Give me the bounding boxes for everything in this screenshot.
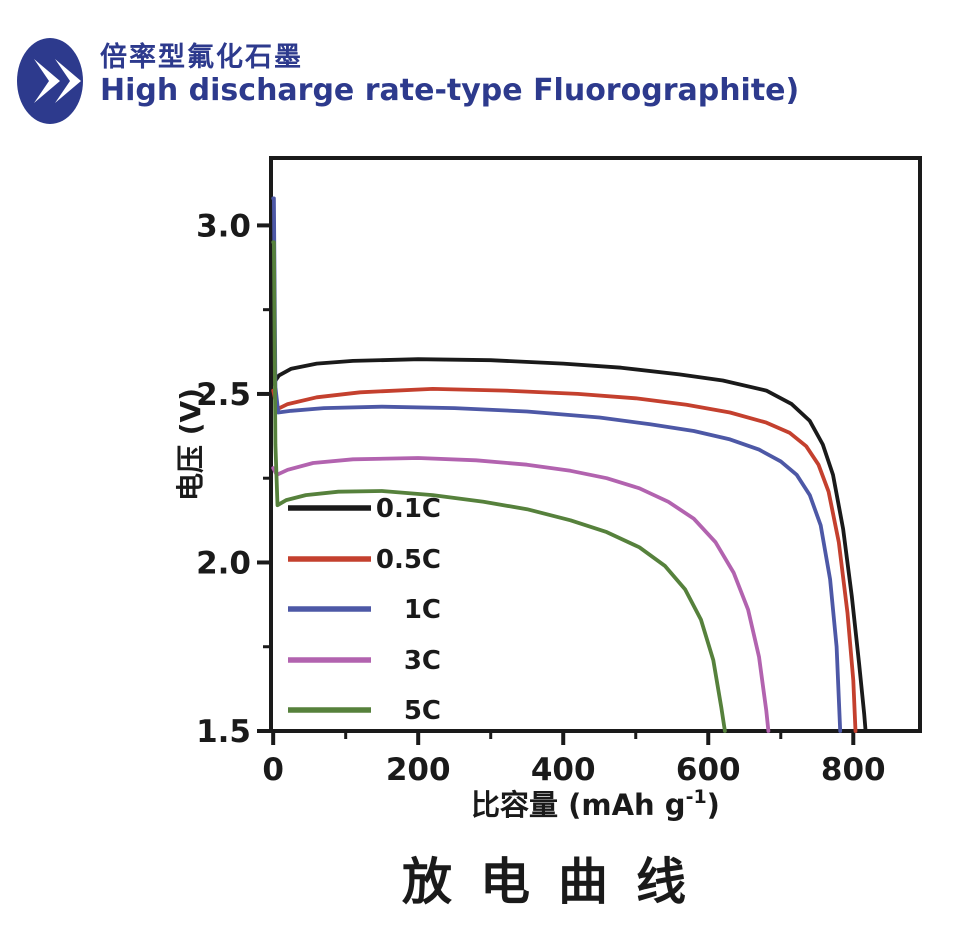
x-tick-label: 200	[386, 752, 451, 788]
legend-item-0.5C: 0.5C	[288, 545, 441, 575]
plot-border	[269, 156, 922, 733]
series-line-1C	[271, 196, 843, 733]
y-tick-label: 2.0	[196, 545, 251, 581]
series-line-0.1C	[271, 357, 868, 733]
legend-label: 1C	[404, 595, 441, 625]
y-tick-label: 1.5	[196, 714, 251, 750]
plot-frame	[269, 156, 922, 733]
title-block: 倍率型氟化石墨 High discharge rate-type Fluorog…	[100, 42, 799, 109]
y-axis-label: 电压 (V)	[174, 388, 207, 501]
legend-item-0.1C: 0.1C	[288, 494, 441, 524]
page-title-chinese: 倍率型氟化石墨	[100, 42, 303, 73]
y-tick-label: 2.5	[196, 377, 251, 413]
legend-item-1C: 1C	[288, 595, 441, 625]
axis-ticks: 0 200 400 600 800 1.5 2.0 2.5 3.0	[196, 208, 886, 788]
series-line-0.5C	[271, 386, 858, 733]
figure-caption: 放电曲线	[402, 852, 714, 911]
legend-item-3C: 3C	[288, 646, 441, 676]
series-line-5C	[271, 240, 727, 733]
x-tick-label: 0	[262, 752, 284, 788]
series-line-3C	[271, 456, 771, 733]
series-lines	[271, 196, 868, 733]
legend-label: 0.1C	[376, 494, 441, 524]
header: 倍率型氟化石墨 High discharge rate-type Fluorog…	[0, 0, 960, 140]
legend-label: 0.5C	[376, 545, 441, 575]
x-axis-label: 比容量 (mAh g-1)	[471, 786, 720, 822]
legend-label: 3C	[404, 646, 441, 676]
x-tick-label: 600	[676, 752, 741, 788]
legend-label: 5C	[404, 696, 441, 726]
x-tick-label: 800	[821, 752, 886, 788]
legend-item-5C: 5C	[288, 696, 441, 726]
x-tick-label: 400	[531, 752, 596, 788]
double-chevron-right-icon	[17, 38, 83, 124]
page-title-english: High discharge rate-type Fluorographite)	[100, 73, 800, 109]
legend: 0.1C 0.5C 1C 3C 5C	[288, 494, 441, 726]
y-tick-label: 3.0	[196, 208, 251, 244]
axis-labels: 比容量 (mAh g-1) 电压 (V)	[174, 388, 720, 822]
